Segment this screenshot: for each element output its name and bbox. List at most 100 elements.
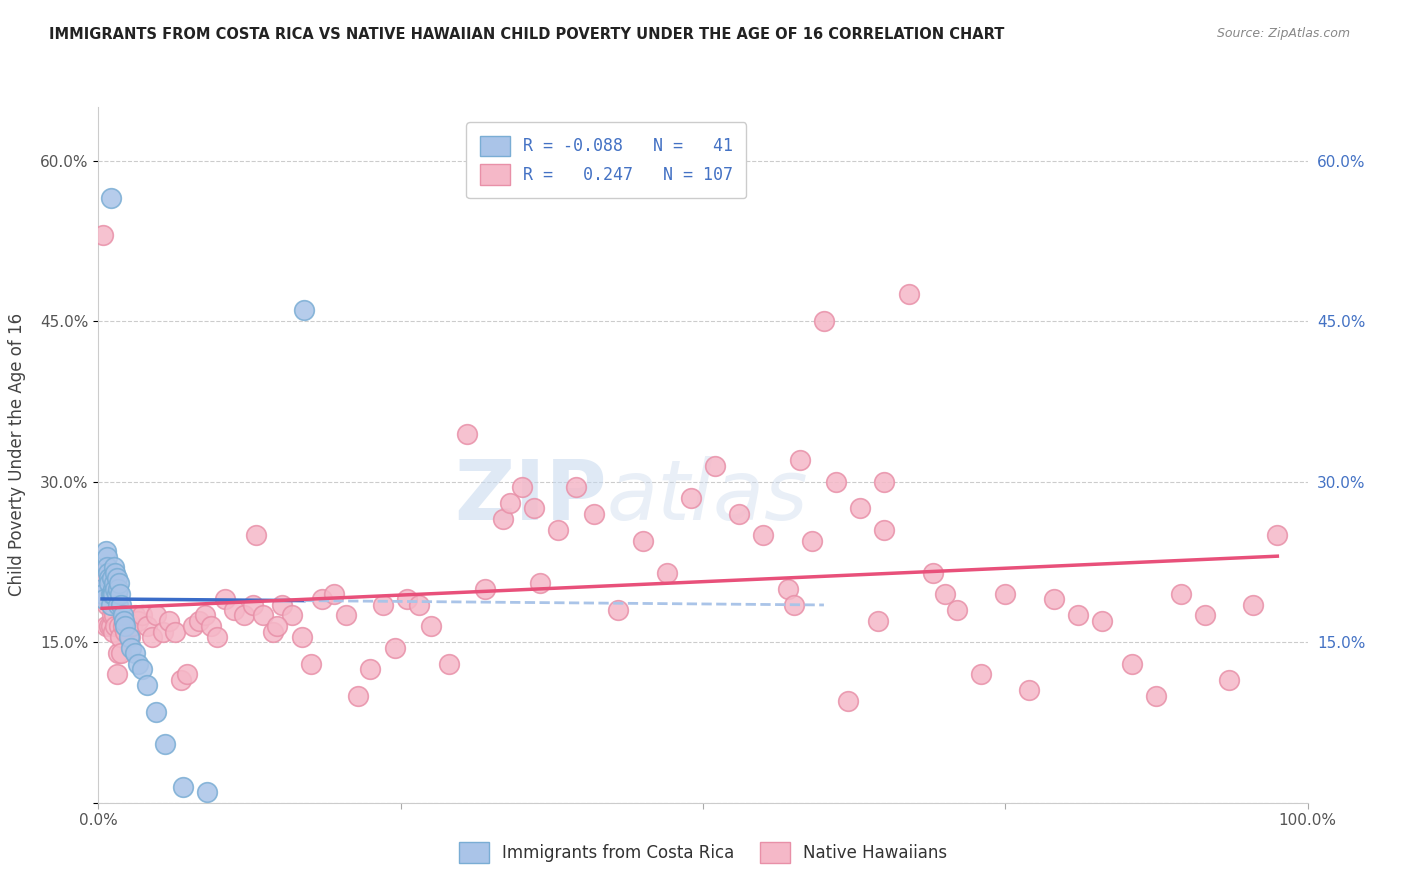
Text: Source: ZipAtlas.com: Source: ZipAtlas.com [1216,27,1350,40]
Point [281,608,304,623]
Text: ZIP: ZIP [454,456,606,537]
Point [169,673,191,687]
Point [111,608,134,623]
Point [1218,673,1240,687]
Point [187,614,209,628]
Point [96,598,118,612]
Point [523,501,546,516]
Point [100,619,122,633]
Point [110,646,132,660]
Point [93,587,115,601]
Point [371,598,394,612]
Point [118,630,141,644]
Point [157,614,180,628]
Point [103,560,125,574]
Point [1042,592,1064,607]
Point [91,587,114,601]
Point [492,512,515,526]
Point [131,608,153,623]
Point [100,587,122,601]
Point [114,619,136,633]
Point [98,571,121,585]
Point [108,576,131,591]
Point [105,571,128,585]
Point [101,582,124,596]
Point [292,303,315,318]
Text: IMMIGRANTS FROM COSTA RICA VS NATIVE HAWAIIAN CHILD POVERTY UNDER THE AGE OF 16 : IMMIGRANTS FROM COSTA RICA VS NATIVE HAW… [49,27,1004,42]
Point [131,662,153,676]
Point [152,624,174,639]
Point [311,592,333,607]
Point [510,480,533,494]
Point [105,587,128,601]
Point [789,453,811,467]
Point [245,528,267,542]
Point [145,705,167,719]
Point [91,582,114,596]
Y-axis label: Child Poverty Under the Age of 16: Child Poverty Under the Age of 16 [8,313,27,597]
Point [607,603,630,617]
Point [103,608,125,623]
Point [135,678,157,692]
Point [456,426,478,441]
Point [135,619,157,633]
Point [107,646,129,660]
Point [271,598,294,612]
Point [97,566,120,580]
Point [98,576,121,591]
Point [112,614,135,628]
Point [117,614,139,628]
Point [93,592,115,607]
Point [121,619,143,633]
Point [112,614,135,628]
Point [873,475,896,489]
Point [104,619,127,633]
Point [897,287,920,301]
Point [214,592,236,607]
Point [111,619,134,633]
Point [181,619,204,633]
Point [98,619,121,633]
Point [120,640,142,655]
Point [242,598,264,612]
Point [299,657,322,671]
Point [262,624,284,639]
Point [849,501,872,516]
Point [1121,657,1143,671]
Point [118,630,141,644]
Point [323,587,346,601]
Point [205,630,228,644]
Point [97,587,120,601]
Point [108,630,131,644]
Point [1067,608,1090,623]
Point [1170,587,1192,601]
Point [873,523,896,537]
Point [782,598,804,612]
Text: atlas: atlas [606,456,808,537]
Point [176,667,198,681]
Point [347,689,370,703]
Point [360,662,382,676]
Point [100,587,122,601]
Point [94,544,117,558]
Point [631,533,654,548]
Point [266,619,288,633]
Point [437,657,460,671]
Point [96,549,118,564]
Point [655,566,678,580]
Point [200,619,222,633]
Point [970,667,993,681]
Point [127,657,149,671]
Point [868,614,890,628]
Point [172,780,194,794]
Point [145,608,167,623]
Point [498,496,520,510]
Point [1018,683,1040,698]
Point [776,582,799,596]
Point [114,624,136,639]
Point [547,523,569,537]
Point [194,608,217,623]
Point [752,528,775,542]
Point [222,603,245,617]
Point [934,587,956,601]
